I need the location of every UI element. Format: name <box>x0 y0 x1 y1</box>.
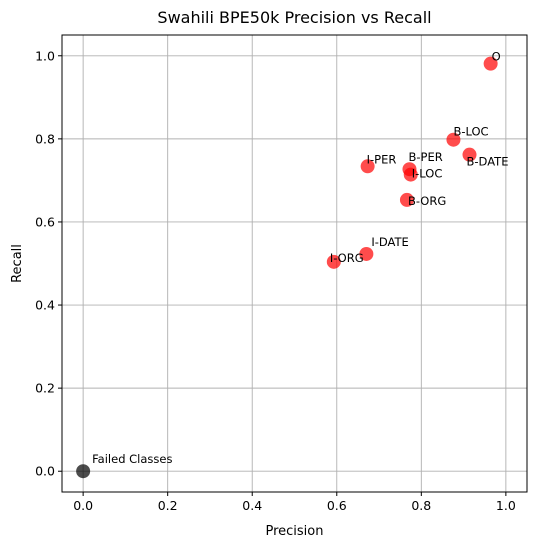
data-point-i-per <box>360 159 375 174</box>
point-label: Failed Classes <box>92 452 172 466</box>
y-tick-label: 0.8 <box>35 131 55 146</box>
data-point-i-date <box>359 246 374 261</box>
ticks: 0.0 0.2 0.4 0.6 0.8 1.0 0.0 0.2 0.4 0.6 0.8 1.0 <box>35 48 516 513</box>
plot-frame <box>61 34 528 493</box>
point-labels: O B-LOC B-DATE I-PER B-PER I-LOC B-ORG I-DATE I-… <box>92 50 508 467</box>
point-label: I-LOC <box>412 167 443 181</box>
y-axis-label: Recall <box>10 244 25 283</box>
y-tick-label: 0.2 <box>35 381 55 396</box>
y-tick-label: 1.0 <box>35 48 55 63</box>
y-tick-label: 0.6 <box>35 214 55 229</box>
y-tick-label: 0.0 <box>35 464 55 479</box>
data-point-failed-classes <box>76 464 91 479</box>
x-tick-label: 0.6 <box>327 498 347 513</box>
data-points <box>76 56 498 479</box>
x-axis-label: Precision <box>265 524 323 539</box>
point-label: B-DATE <box>467 155 509 169</box>
x-tick-label: 0.4 <box>242 498 262 513</box>
x-tick-label: 0.2 <box>158 498 178 513</box>
data-point-i-org <box>326 254 341 269</box>
data-point-b-org <box>399 192 414 207</box>
point-label: I-ORG <box>330 251 364 265</box>
point-label: O <box>492 50 501 64</box>
y-tick-label: 0.4 <box>35 298 55 313</box>
point-label: B-LOC <box>453 125 488 139</box>
x-tick-label: 0.0 <box>73 498 93 513</box>
x-tick-label: 1.0 <box>496 498 516 513</box>
point-label: I-DATE <box>371 235 408 249</box>
point-label: B-PER <box>408 150 442 164</box>
point-label: I-PER <box>367 152 397 166</box>
point-label: B-ORG <box>408 194 446 208</box>
data-point-b-date <box>462 147 477 162</box>
data-point-o <box>483 56 498 71</box>
data-point-b-loc <box>446 132 461 147</box>
data-point-i-loc <box>403 167 418 182</box>
x-tick-label: 0.8 <box>411 498 431 513</box>
chart-title: Swahili BPE50k Precision vs Recall <box>157 8 431 27</box>
